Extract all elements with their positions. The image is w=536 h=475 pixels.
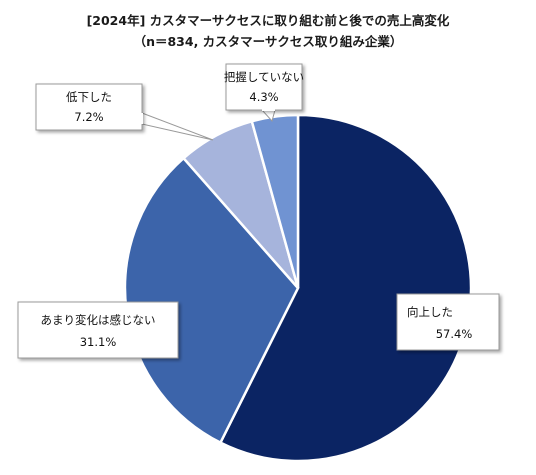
slice-value-label: 57.4%	[436, 327, 473, 341]
slice-label: あまり変化は感じない	[41, 313, 156, 327]
callout-improved: 向上した 57.4%	[396, 293, 500, 351]
callout-box	[17, 301, 179, 359]
chart-subtitle: （n＝834, カスタマーサクセス取り組み企業）	[133, 34, 403, 49]
chart-title: [2024年] カスタマーサクセスに取り組む前と後での売上高変化	[86, 13, 450, 28]
callout-no-change: あまり変化は感じない 31.1%	[17, 301, 179, 359]
slice-label: 低下した	[66, 90, 112, 104]
slice-label: 向上した	[407, 305, 453, 319]
callout-pointer	[141, 112, 214, 141]
slice-value-label: 4.3%	[249, 90, 278, 104]
callout-box	[396, 293, 500, 351]
callout-box	[35, 83, 143, 131]
callout-decreased: 低下した 7.2%	[35, 83, 214, 141]
callout-unknown: 把握していない 4.3%	[224, 63, 304, 123]
slice-label: 把握していない	[224, 70, 304, 84]
callout-box	[225, 63, 303, 111]
pie-slice-unknown	[250, 113, 300, 289]
slice-value-label: 7.2%	[74, 110, 103, 124]
slice-value-label: 31.1%	[80, 335, 117, 349]
